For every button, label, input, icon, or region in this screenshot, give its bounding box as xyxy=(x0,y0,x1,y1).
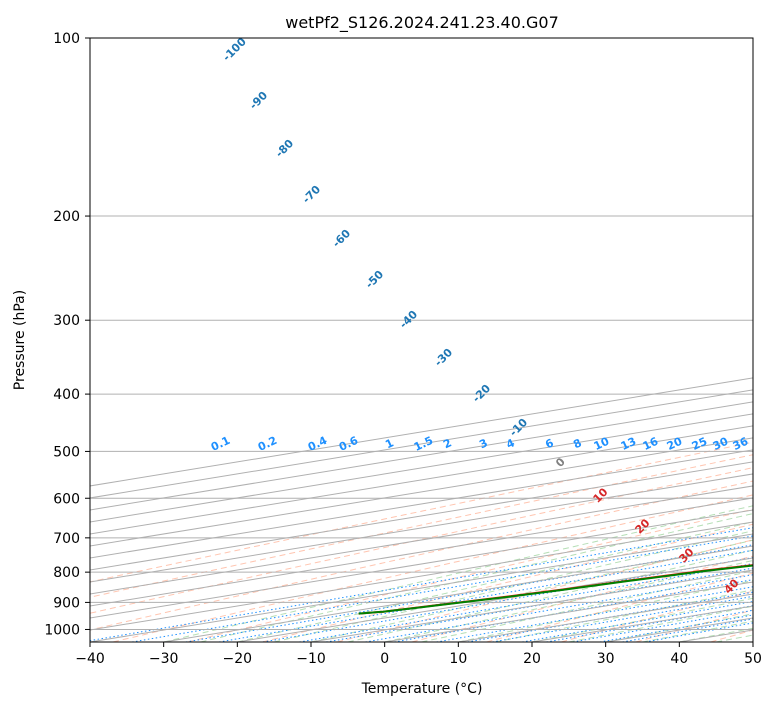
x-tick-label: 30 xyxy=(597,651,615,667)
dewpoint-profile-line xyxy=(358,564,753,615)
x-tick-label: 20 xyxy=(523,651,541,667)
mixing-ratio-label: 20 xyxy=(665,435,685,453)
mixing-ratio-line xyxy=(467,591,753,642)
plot-area: -100-90-80-70-60-50-40-30-20-100.1 0.2 0.4… xyxy=(90,38,753,642)
dry-adiabat-line xyxy=(90,467,753,614)
x-tick-label: 10 xyxy=(449,651,467,667)
plot-frame xyxy=(89,37,754,643)
mixing-ratio-label: 16 xyxy=(641,435,661,453)
mixing-ratio-label: 13 xyxy=(619,435,638,453)
x-tick-label: −20 xyxy=(223,651,253,667)
y-tick-label: 400 xyxy=(53,387,80,403)
isotherm-line xyxy=(90,485,753,595)
mixing-ratio-label: 30 xyxy=(711,435,731,453)
x-tick-label: 0 xyxy=(380,651,389,667)
dry-adiabat-line xyxy=(90,480,753,631)
moist-adiabat-line xyxy=(347,549,753,642)
y-tick-label: 500 xyxy=(53,444,80,460)
mixing-ratio-line xyxy=(185,544,753,642)
x-tick-label: 40 xyxy=(670,651,688,667)
isotherm-line xyxy=(90,521,753,631)
y-tick-label: 800 xyxy=(53,565,80,581)
dry-adiabat-line xyxy=(336,539,753,642)
isotherm-gridlines xyxy=(90,377,753,642)
x-tick-label: −30 xyxy=(149,651,179,667)
y-tick-label: 1000 xyxy=(44,622,80,638)
moist-adiabats xyxy=(163,505,753,642)
mixing-ratio-line xyxy=(492,595,753,642)
moist-adiabat-line xyxy=(237,521,753,642)
mixing-ratio-label: 25 xyxy=(690,435,709,453)
isotherm-line xyxy=(90,533,753,642)
mixing-ratio-line xyxy=(436,586,753,642)
y-axis-label: Pressure (hPa) xyxy=(12,290,28,390)
moist-adiabat-line xyxy=(200,513,753,642)
y-tick-label: 100 xyxy=(53,31,80,47)
moist-adiabat-line xyxy=(421,570,753,642)
y-tick-label: 900 xyxy=(53,595,80,611)
mixing-ratio-label: 10 xyxy=(592,435,612,453)
isobar-gridlines xyxy=(90,38,753,630)
x-tick-label: 50 xyxy=(744,651,762,667)
sounding-profiles xyxy=(358,564,753,615)
x-tick-label: −40 xyxy=(75,651,105,667)
isotherm-line xyxy=(90,461,753,571)
x-axis-label: Temperature (°C) xyxy=(361,681,483,697)
isotherm-line xyxy=(90,437,753,547)
isotherm-line xyxy=(90,449,753,559)
mixing-ratio-line xyxy=(90,527,753,642)
mixing-ratio-line xyxy=(131,535,753,642)
isotherm-line xyxy=(90,497,753,607)
y-tick-label: 200 xyxy=(53,209,80,225)
dry-adiabat-line xyxy=(112,494,753,642)
x-axis: −40 −30 −20 −10 0 10 20 30 40 50 xyxy=(75,642,762,667)
y-tick-label: 700 xyxy=(53,531,80,547)
isotherm-line xyxy=(90,473,753,583)
y-axis: 100 200 300 400 500 600 700 800 900 1000 xyxy=(44,31,90,638)
y-tick-label: 600 xyxy=(53,491,80,507)
moist-adiabat-line xyxy=(495,589,753,642)
background-line-labels: -100-90-80-70-60-50-40-30-20-100.1 0.2 0.4… xyxy=(209,38,751,597)
x-tick-label: −10 xyxy=(296,651,326,667)
y-tick-label: 300 xyxy=(53,313,80,329)
mixing-ratio-label: 36 xyxy=(731,435,751,453)
moist-adiabat-line xyxy=(163,505,753,642)
isotherm-line xyxy=(90,509,753,619)
chart-title: wetPf2_S126.2024.241.23.40.G07 xyxy=(285,13,559,33)
